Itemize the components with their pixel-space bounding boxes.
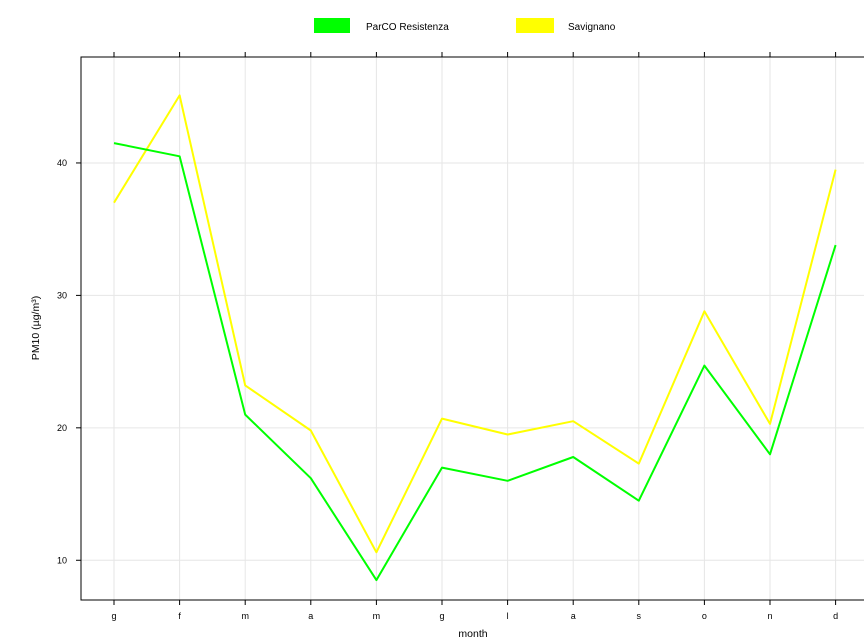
- x-tick-label: d: [833, 611, 838, 621]
- series-lines: [113, 94, 837, 582]
- y-tick-label: 40: [57, 158, 67, 168]
- legend: ParCO Resistenza Savignano: [314, 18, 616, 33]
- x-tick-label: a: [308, 611, 313, 621]
- y-tick-label: 10: [57, 555, 67, 565]
- legend-label-savignano: Savignano: [568, 22, 616, 33]
- legend-label-parco: ParCO Resistenza: [366, 22, 449, 33]
- y-axis: 10 20 30 40: [57, 158, 81, 565]
- x-tick-label: m: [373, 611, 381, 621]
- x-tick-label: s: [637, 611, 642, 621]
- gridlines: [81, 57, 864, 600]
- x-tick-label: a: [571, 611, 576, 621]
- plot-frame: [80, 56, 864, 601]
- y-tick-label: 20: [57, 423, 67, 433]
- x-tick-label: g: [439, 611, 444, 621]
- x-tick-label: o: [702, 611, 707, 621]
- y-tick-label: 30: [57, 290, 67, 300]
- y-axis-title: PM10 (µg/m³): [30, 296, 42, 360]
- x-tick-label: l: [507, 611, 509, 621]
- x-axis-title: month: [458, 628, 487, 640]
- legend-swatch-parco: [314, 18, 350, 33]
- x-tick-label: f: [178, 611, 181, 621]
- x-tick-label: g: [111, 611, 116, 621]
- series-line-savignano: [113, 94, 837, 554]
- x-tick-label: n: [767, 611, 772, 621]
- x-tick-label: m: [241, 611, 249, 621]
- series-line-parco-resistenza: [113, 142, 837, 582]
- legend-swatch-savignano: [516, 18, 554, 33]
